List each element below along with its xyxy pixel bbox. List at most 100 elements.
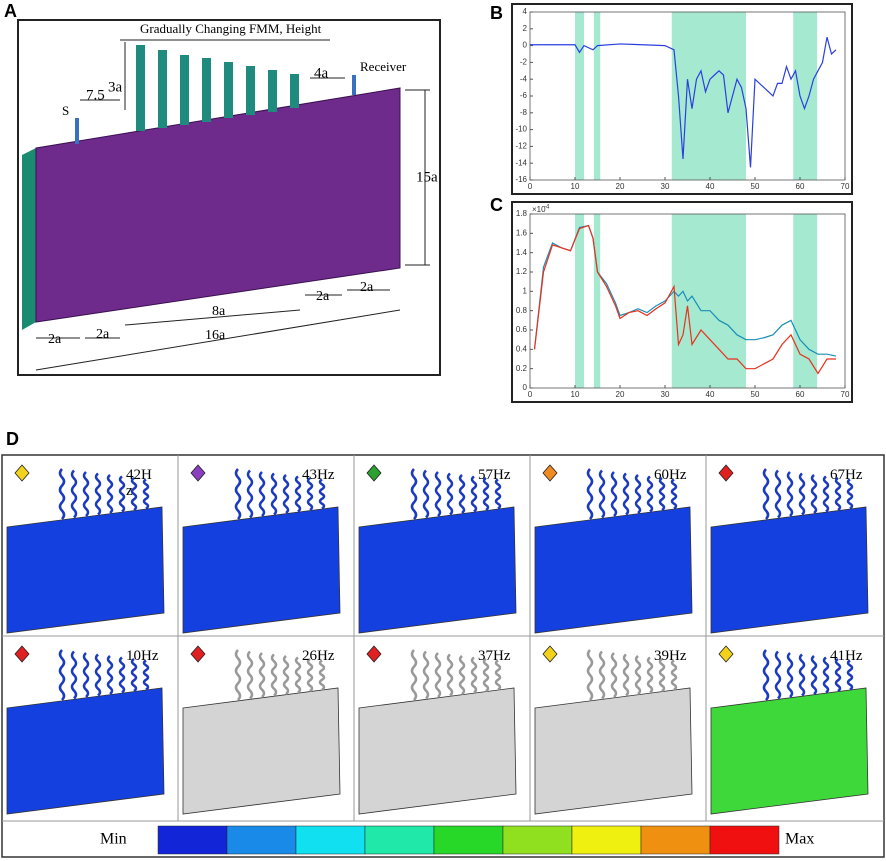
pillar bbox=[258, 471, 266, 517]
y-tick-label: 4 bbox=[523, 7, 528, 16]
panel-b-frame bbox=[511, 3, 853, 195]
pillar bbox=[246, 650, 254, 700]
pillar bbox=[58, 649, 66, 701]
pillar bbox=[294, 475, 302, 513]
pillar bbox=[306, 476, 314, 512]
pillar bbox=[270, 472, 278, 516]
panel-a-frame bbox=[17, 19, 441, 376]
pillar bbox=[822, 656, 830, 694]
y-tick-label: 0.6 bbox=[516, 325, 528, 334]
mode-shape bbox=[534, 645, 693, 815]
source-rod bbox=[75, 118, 79, 144]
pillar bbox=[622, 472, 630, 516]
pillar bbox=[106, 474, 114, 514]
frequency-label: 10Hz bbox=[126, 648, 159, 664]
y-tick-label: -12 bbox=[515, 142, 527, 151]
colorbar-min: Min bbox=[100, 831, 127, 848]
dim-label: 4a bbox=[314, 65, 329, 81]
y-tick-label: 1.8 bbox=[516, 209, 528, 218]
pillar bbox=[646, 656, 654, 694]
dim-label: 2a bbox=[48, 332, 62, 347]
mode-shape bbox=[182, 464, 341, 634]
pillar bbox=[810, 474, 818, 514]
mode-icon bbox=[366, 464, 382, 482]
panel-label: C bbox=[490, 195, 503, 215]
pillar bbox=[422, 469, 430, 519]
x-tick-label: 0 bbox=[528, 182, 533, 191]
pillar bbox=[410, 468, 418, 520]
pillar bbox=[762, 468, 770, 520]
frequency-label: 43Hz bbox=[302, 467, 335, 483]
mode-shape bbox=[6, 464, 165, 634]
pillar bbox=[634, 474, 642, 514]
pillar bbox=[494, 659, 502, 691]
mode-icon bbox=[190, 464, 206, 482]
y-tick-label: -6 bbox=[520, 91, 528, 100]
pillar bbox=[282, 655, 290, 695]
pillar bbox=[234, 649, 242, 701]
y-tick-label: 0.8 bbox=[516, 306, 528, 315]
pillar bbox=[446, 472, 454, 516]
pillar bbox=[118, 475, 126, 513]
plate bbox=[710, 687, 869, 815]
plate bbox=[182, 506, 341, 634]
shaded-band bbox=[671, 12, 746, 180]
x-tick-label: 70 bbox=[841, 390, 850, 399]
x-tick-label: 20 bbox=[616, 390, 625, 399]
x-tick-label: 70 bbox=[841, 182, 850, 191]
pillar bbox=[94, 472, 102, 516]
colorbar-swatch bbox=[295, 825, 366, 855]
pillar bbox=[670, 478, 678, 510]
pillar bbox=[798, 653, 806, 697]
pillar bbox=[318, 478, 326, 510]
series-line bbox=[530, 37, 837, 168]
x-tick-label: 10 bbox=[571, 390, 580, 399]
mode-shape bbox=[710, 645, 869, 815]
plate bbox=[710, 506, 869, 634]
y-tick-label: 0.4 bbox=[516, 344, 528, 353]
frequency-label: 67Hz bbox=[830, 467, 863, 483]
y-tick-label: -14 bbox=[515, 158, 527, 167]
pillar bbox=[634, 655, 642, 695]
y-tick-label: 1 bbox=[523, 286, 528, 295]
receiver-rod bbox=[352, 75, 356, 95]
x-tick-label: 40 bbox=[706, 390, 715, 399]
pillar bbox=[410, 649, 418, 701]
mode-shape bbox=[358, 464, 517, 634]
x-tick-label: 30 bbox=[661, 182, 670, 191]
pillar bbox=[482, 657, 490, 693]
x-tick-label: 50 bbox=[751, 390, 760, 399]
pillar bbox=[434, 652, 442, 698]
pillar bbox=[142, 659, 150, 691]
receiver-label: Receiver bbox=[360, 59, 407, 74]
pillar bbox=[130, 476, 138, 512]
y-tick-label: -16 bbox=[515, 175, 527, 184]
pillar bbox=[130, 657, 138, 693]
frequency-label: 60Hz bbox=[654, 467, 687, 483]
pillar bbox=[58, 468, 66, 520]
x-tick-label: 0 bbox=[528, 390, 533, 399]
plate bbox=[6, 687, 165, 815]
pillar bbox=[70, 469, 78, 519]
pillar bbox=[282, 474, 290, 514]
pillar bbox=[658, 657, 666, 693]
dim-label: 2a bbox=[316, 289, 330, 304]
pillar bbox=[610, 471, 618, 517]
pillar bbox=[270, 653, 278, 697]
pillar bbox=[142, 478, 150, 510]
pillar bbox=[670, 659, 678, 691]
colorbar-max: Max bbox=[785, 831, 814, 848]
pillar bbox=[234, 468, 242, 520]
y-tick-label: -10 bbox=[515, 125, 527, 134]
mode-icon bbox=[14, 464, 30, 482]
colorbar-swatch bbox=[502, 825, 573, 855]
mode-icon bbox=[190, 645, 206, 663]
pillar bbox=[786, 471, 794, 517]
panel-label: A bbox=[4, 1, 17, 21]
pillar bbox=[622, 653, 630, 697]
panel-c-frame bbox=[511, 201, 853, 403]
x-tick-label: 20 bbox=[616, 182, 625, 191]
panel-label: D bbox=[6, 429, 19, 449]
